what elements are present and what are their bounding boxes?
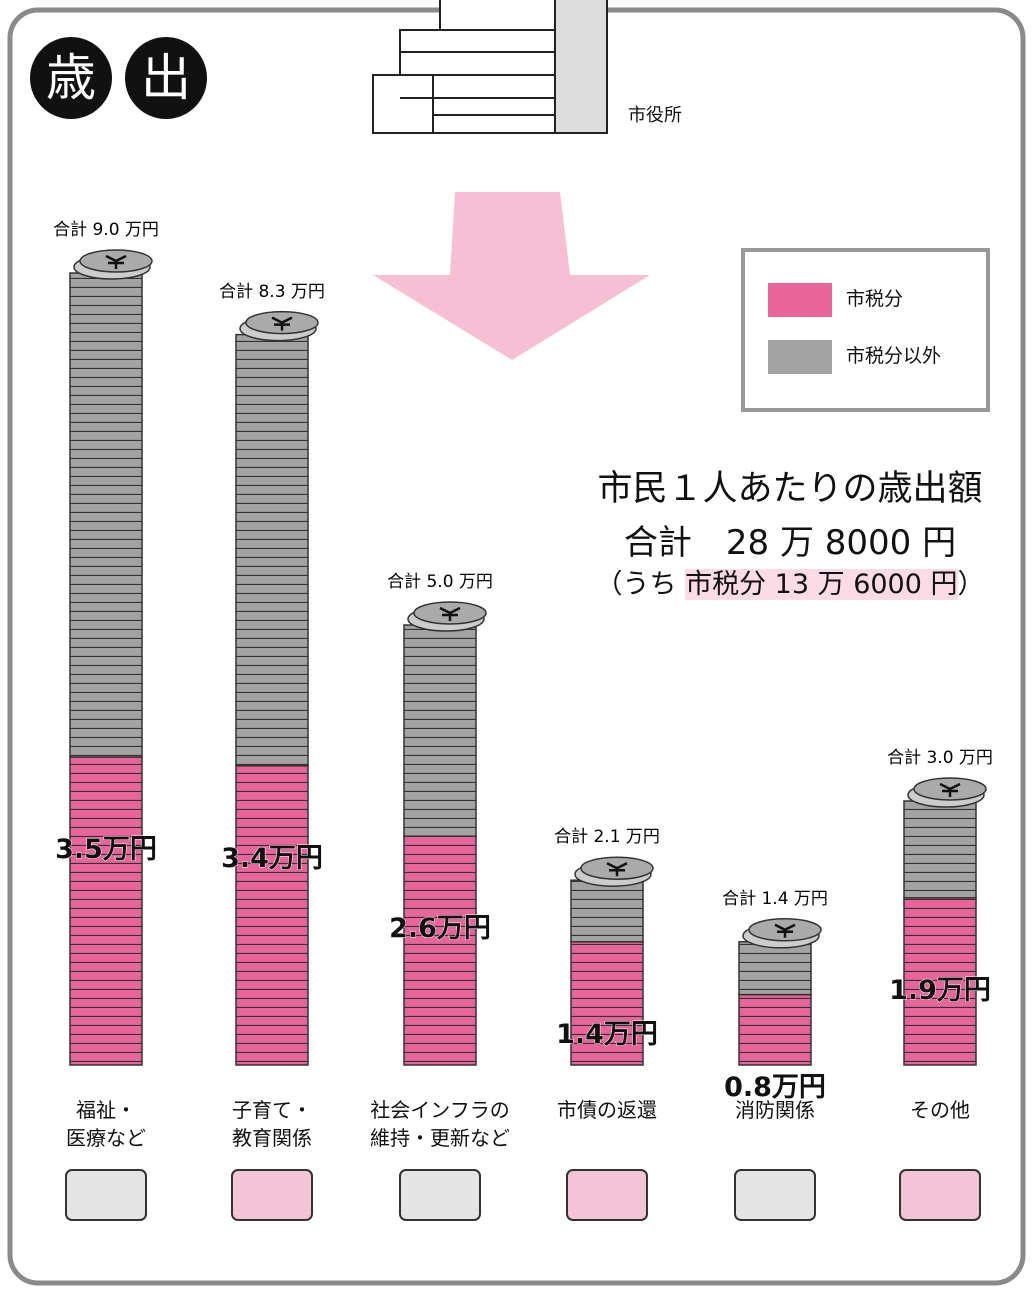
summary-note: （うち 市税分 13 万 6000 円）	[520, 562, 1033, 601]
legend-label: 市税分	[846, 285, 903, 313]
category-label: 消防関係	[680, 1096, 870, 1124]
note: （うち	[596, 569, 677, 600]
note: ）	[958, 569, 985, 600]
coin-stripes	[70, 273, 142, 757]
note-tax: 市税分 13 万 6000 円	[685, 569, 957, 600]
total-label: 合計 8.3 万円	[182, 277, 362, 302]
arrow	[373, 192, 650, 360]
value-label: 2.6万円	[360, 906, 520, 945]
badge: 出	[125, 37, 207, 119]
legend-swatch	[768, 340, 832, 374]
value-label: 1.9万円	[860, 968, 1020, 1007]
coin-stripes	[404, 625, 476, 836]
icon	[567, 1170, 647, 1220]
summary-title: 市民１人あたりの歳出額	[520, 460, 1033, 511]
total-label: 合計 9.0 万円	[16, 215, 196, 240]
city-hall	[373, 0, 607, 133]
coin-stripes	[571, 880, 643, 942]
icon	[900, 1170, 980, 1220]
total-label: 合計 5.0 万円	[350, 567, 530, 592]
value-label: 1.4万円	[527, 1012, 687, 1051]
category-label: その他	[845, 1096, 1033, 1124]
coin-stripes	[236, 335, 308, 766]
badge: 歳	[30, 37, 112, 119]
total-label: 合計 2.1 万円	[517, 822, 697, 847]
category-label: 市債の返還	[512, 1096, 702, 1124]
coin-stripes	[404, 836, 476, 1065]
page: 歳 出 市役所 市民１人あたりの歳出額 合計 28 万 8000 円 （うち 市…	[0, 0, 1033, 1293]
coin-stripes	[739, 995, 811, 1065]
summary-total: 合計 28 万 8000 円	[520, 515, 1033, 564]
value-label: 3.4万円	[192, 836, 352, 875]
legend-swatch	[768, 283, 832, 317]
icon	[735, 1170, 815, 1220]
icon	[400, 1170, 480, 1220]
value-label: 3.5万円	[26, 827, 186, 866]
category-label: 福祉・ 医療など	[11, 1096, 201, 1152]
icon	[66, 1170, 146, 1220]
total-label: 合計 3.0 万円	[850, 743, 1030, 768]
building-label: 市役所	[628, 102, 682, 130]
legend-box	[743, 250, 988, 410]
coin-stripes	[904, 801, 976, 898]
legend-label: 市税分以外	[846, 342, 941, 370]
coin-stripes	[70, 757, 142, 1065]
category-label: 子育て・ 教育関係	[177, 1096, 367, 1152]
total-label: 合計 1.4 万円	[685, 884, 865, 909]
category-label: 社会インフラの 維持・更新など	[345, 1096, 535, 1152]
icon	[232, 1170, 312, 1220]
coin-stripes	[739, 942, 811, 995]
coin-stripes	[236, 766, 308, 1065]
